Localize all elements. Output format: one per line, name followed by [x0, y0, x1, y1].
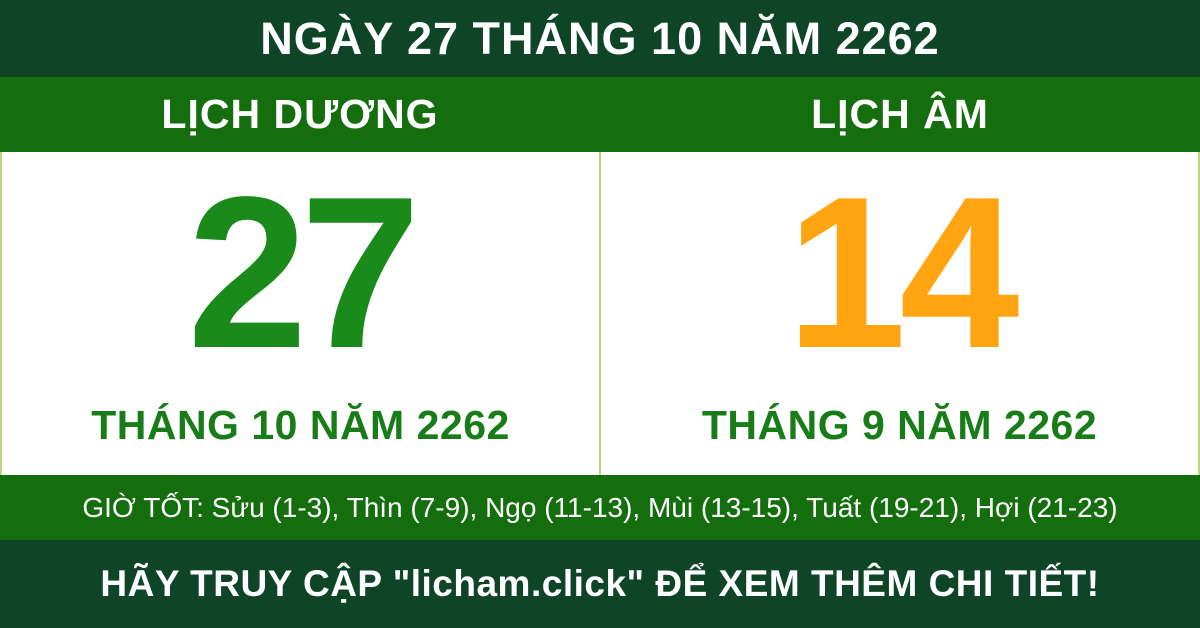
date-header-bar: NGÀY 27 THÁNG 10 NĂM 2262 [0, 0, 1200, 77]
calendar-panels: 27 THÁNG 10 NĂM 2262 14 THÁNG 9 NĂM 2262 [0, 152, 1200, 475]
column-headers-row: LỊCH DƯƠNG LỊCH ÂM [0, 77, 1200, 152]
good-hours-text: GIỜ TỐT: Sửu (1-3), Thìn (7-9), Ngọ (11-… [82, 491, 1118, 523]
lunar-calendar-header-label: LỊCH ÂM [811, 91, 989, 137]
panel-divider [599, 152, 601, 475]
solar-date-panel: 27 THÁNG 10 NĂM 2262 [2, 152, 599, 475]
solar-calendar-header-label: LỊCH DƯƠNG [161, 91, 439, 137]
solar-day-number: 27 [187, 152, 420, 393]
solar-month-year-label: THÁNG 10 NĂM 2262 [91, 402, 510, 448]
lunar-date-panel: 14 THÁNG 9 NĂM 2262 [601, 152, 1198, 475]
solar-calendar-header: LỊCH DƯƠNG [0, 77, 600, 152]
lunar-day-number: 14 [786, 152, 1019, 393]
lunar-month-year-label: THÁNG 9 NĂM 2262 [701, 402, 1098, 448]
date-title: NGÀY 27 THÁNG 10 NĂM 2262 [260, 12, 940, 64]
footer-cta-text: HÃY TRUY CẬP "licham.click" ĐỂ XEM THÊM … [100, 563, 1100, 604]
footer-cta-bar: HÃY TRUY CẬP "licham.click" ĐỂ XEM THÊM … [0, 540, 1200, 628]
lunar-calendar-header: LỊCH ÂM [600, 77, 1200, 152]
good-hours-bar: GIỜ TỐT: Sửu (1-3), Thìn (7-9), Ngọ (11-… [0, 475, 1200, 540]
